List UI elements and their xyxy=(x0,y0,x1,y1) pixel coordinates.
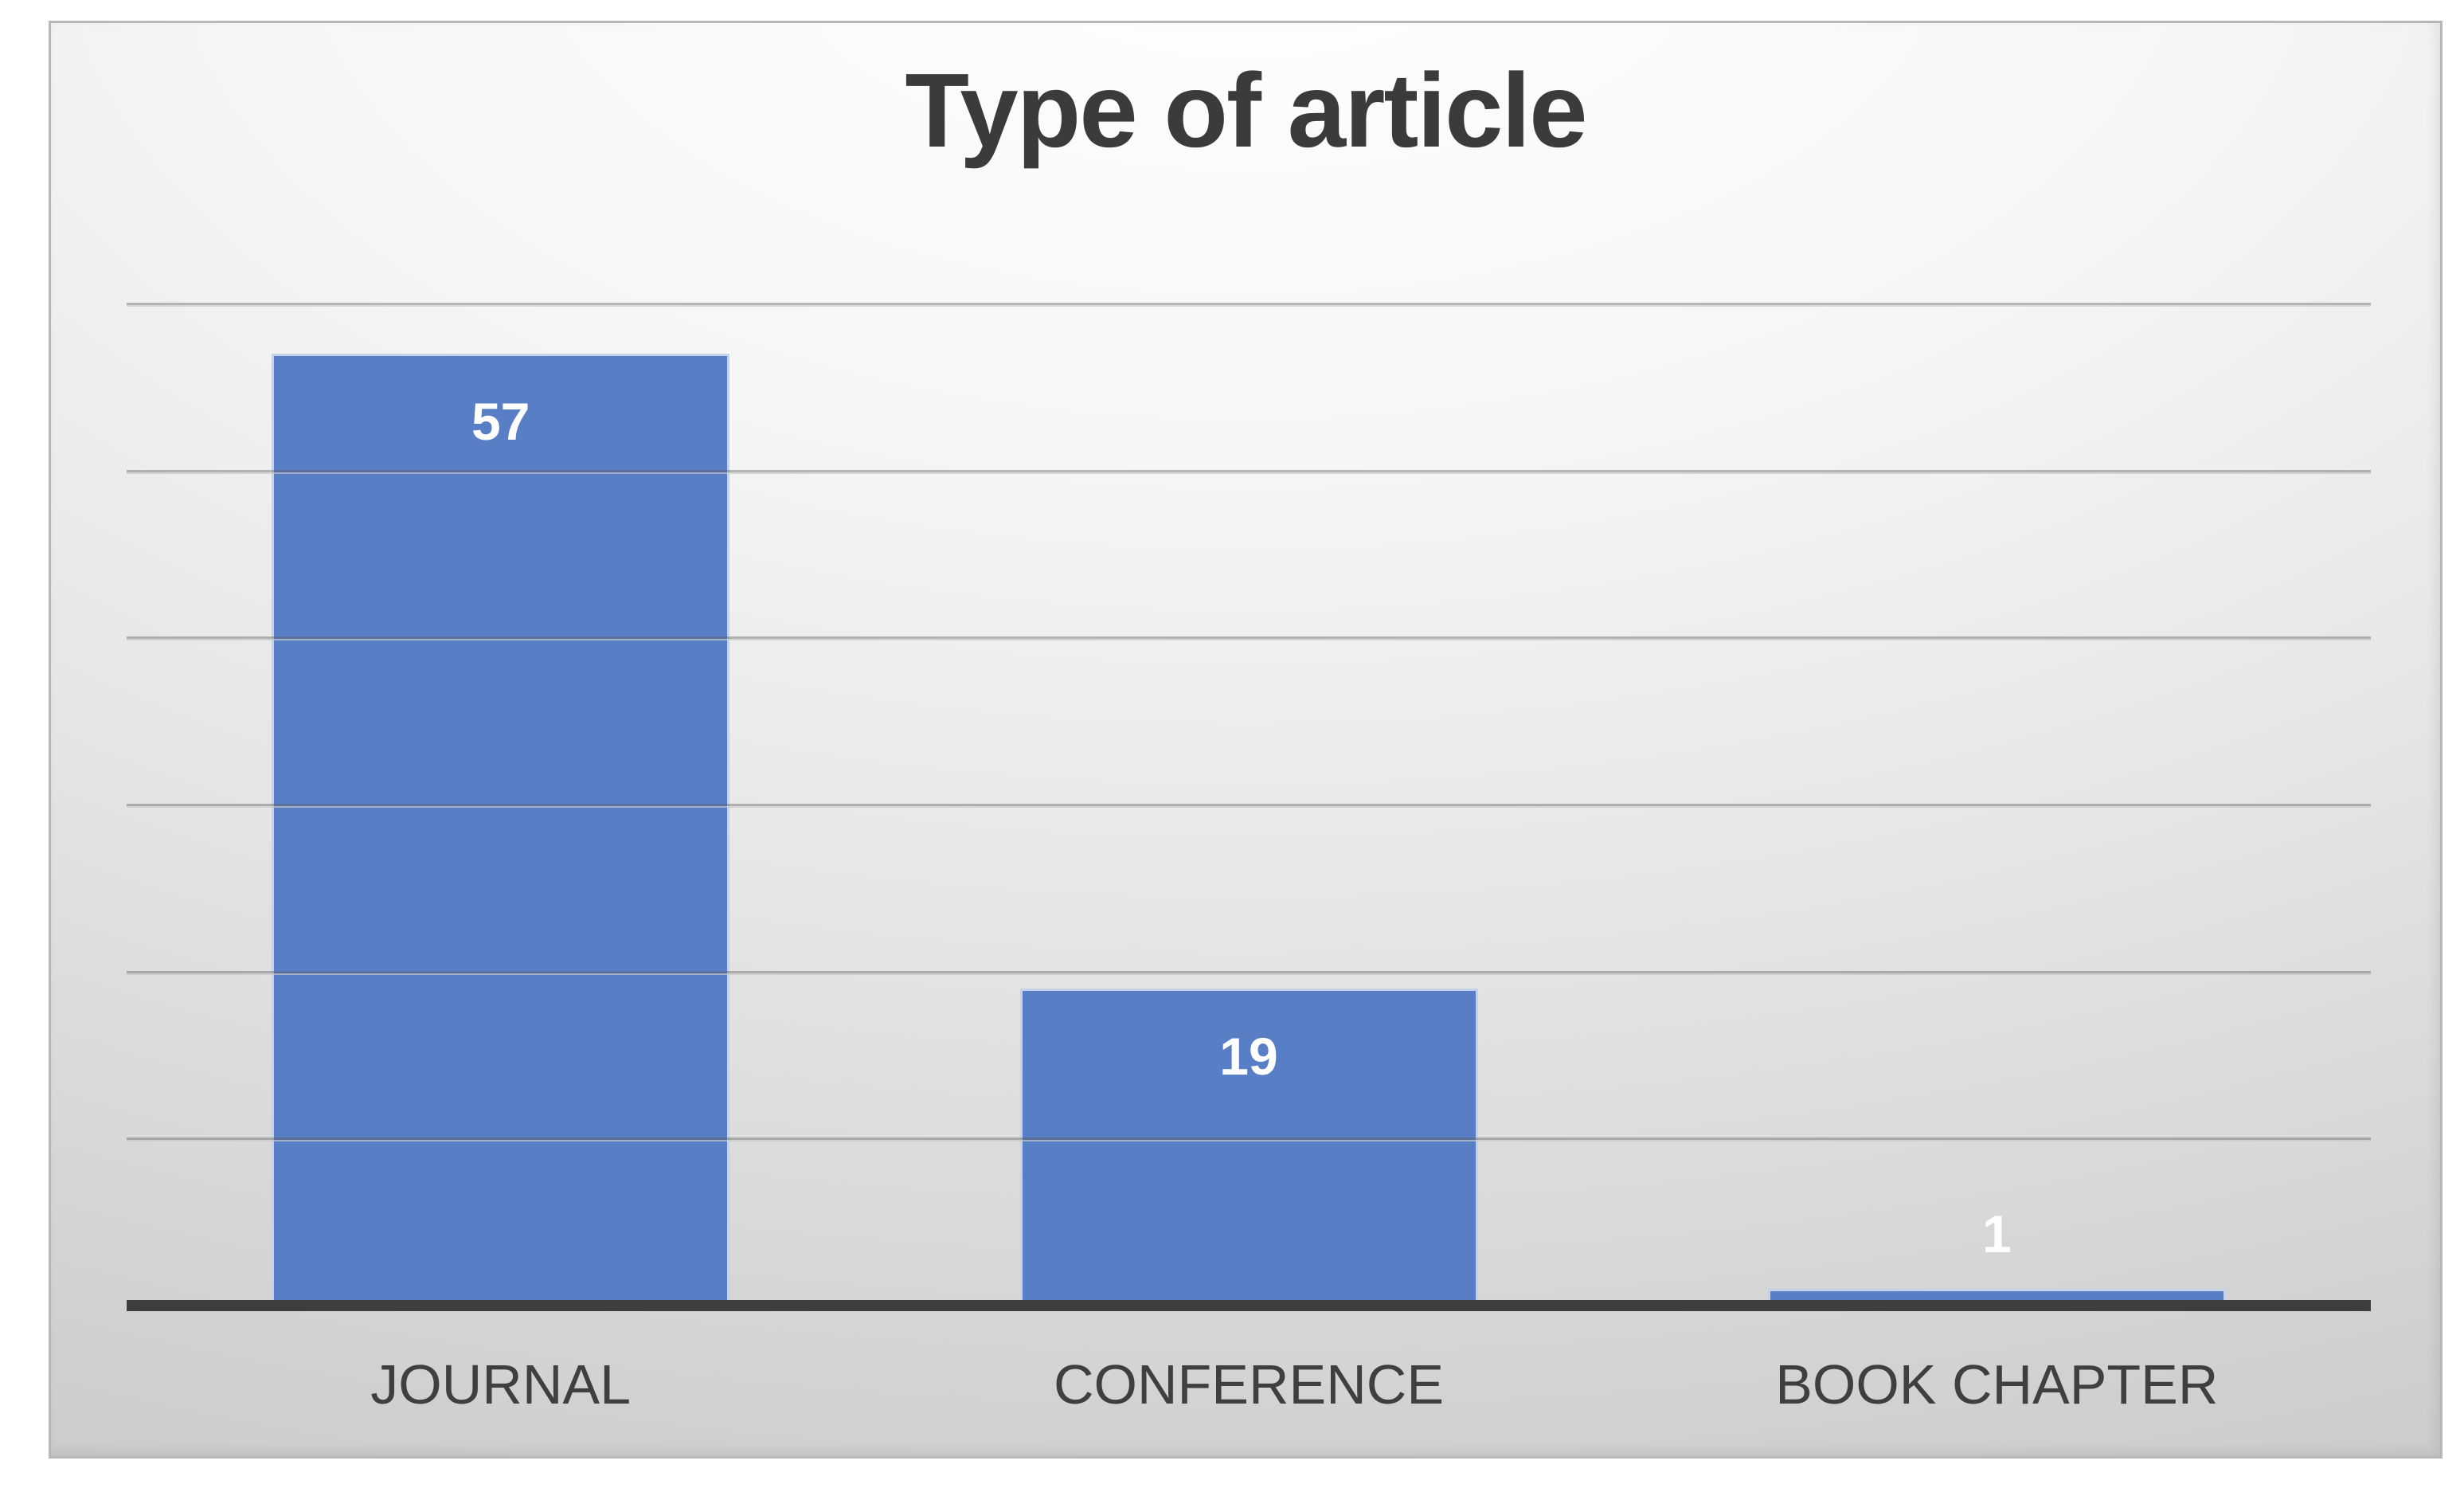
x-axis-line xyxy=(127,1300,2371,1311)
category-label: BOOK CHAPTER xyxy=(1775,1353,2219,1416)
gridline-40 xyxy=(127,636,2371,641)
gridline-20 xyxy=(127,970,2371,975)
gridline-50 xyxy=(127,469,2371,474)
value-label: 1 xyxy=(1981,1204,2012,1264)
bar-conference xyxy=(1019,988,1478,1300)
chart-title: Type of article xyxy=(905,52,1587,169)
category-label: CONFERENCE xyxy=(1053,1353,1445,1416)
gridline-60 xyxy=(127,303,2371,307)
bar-book-chapter xyxy=(1767,1289,2226,1300)
bar-journal xyxy=(272,353,730,1300)
category-label: JOURNAL xyxy=(370,1353,632,1416)
gridline-30 xyxy=(127,804,2371,808)
chart-panel: Type of article 57 JOURNAL 19 CONFERENCE 1 BO… xyxy=(49,21,2442,1459)
value-label: 57 xyxy=(471,391,530,451)
value-label: 19 xyxy=(1219,1026,1278,1086)
gridline-10 xyxy=(127,1138,2371,1142)
